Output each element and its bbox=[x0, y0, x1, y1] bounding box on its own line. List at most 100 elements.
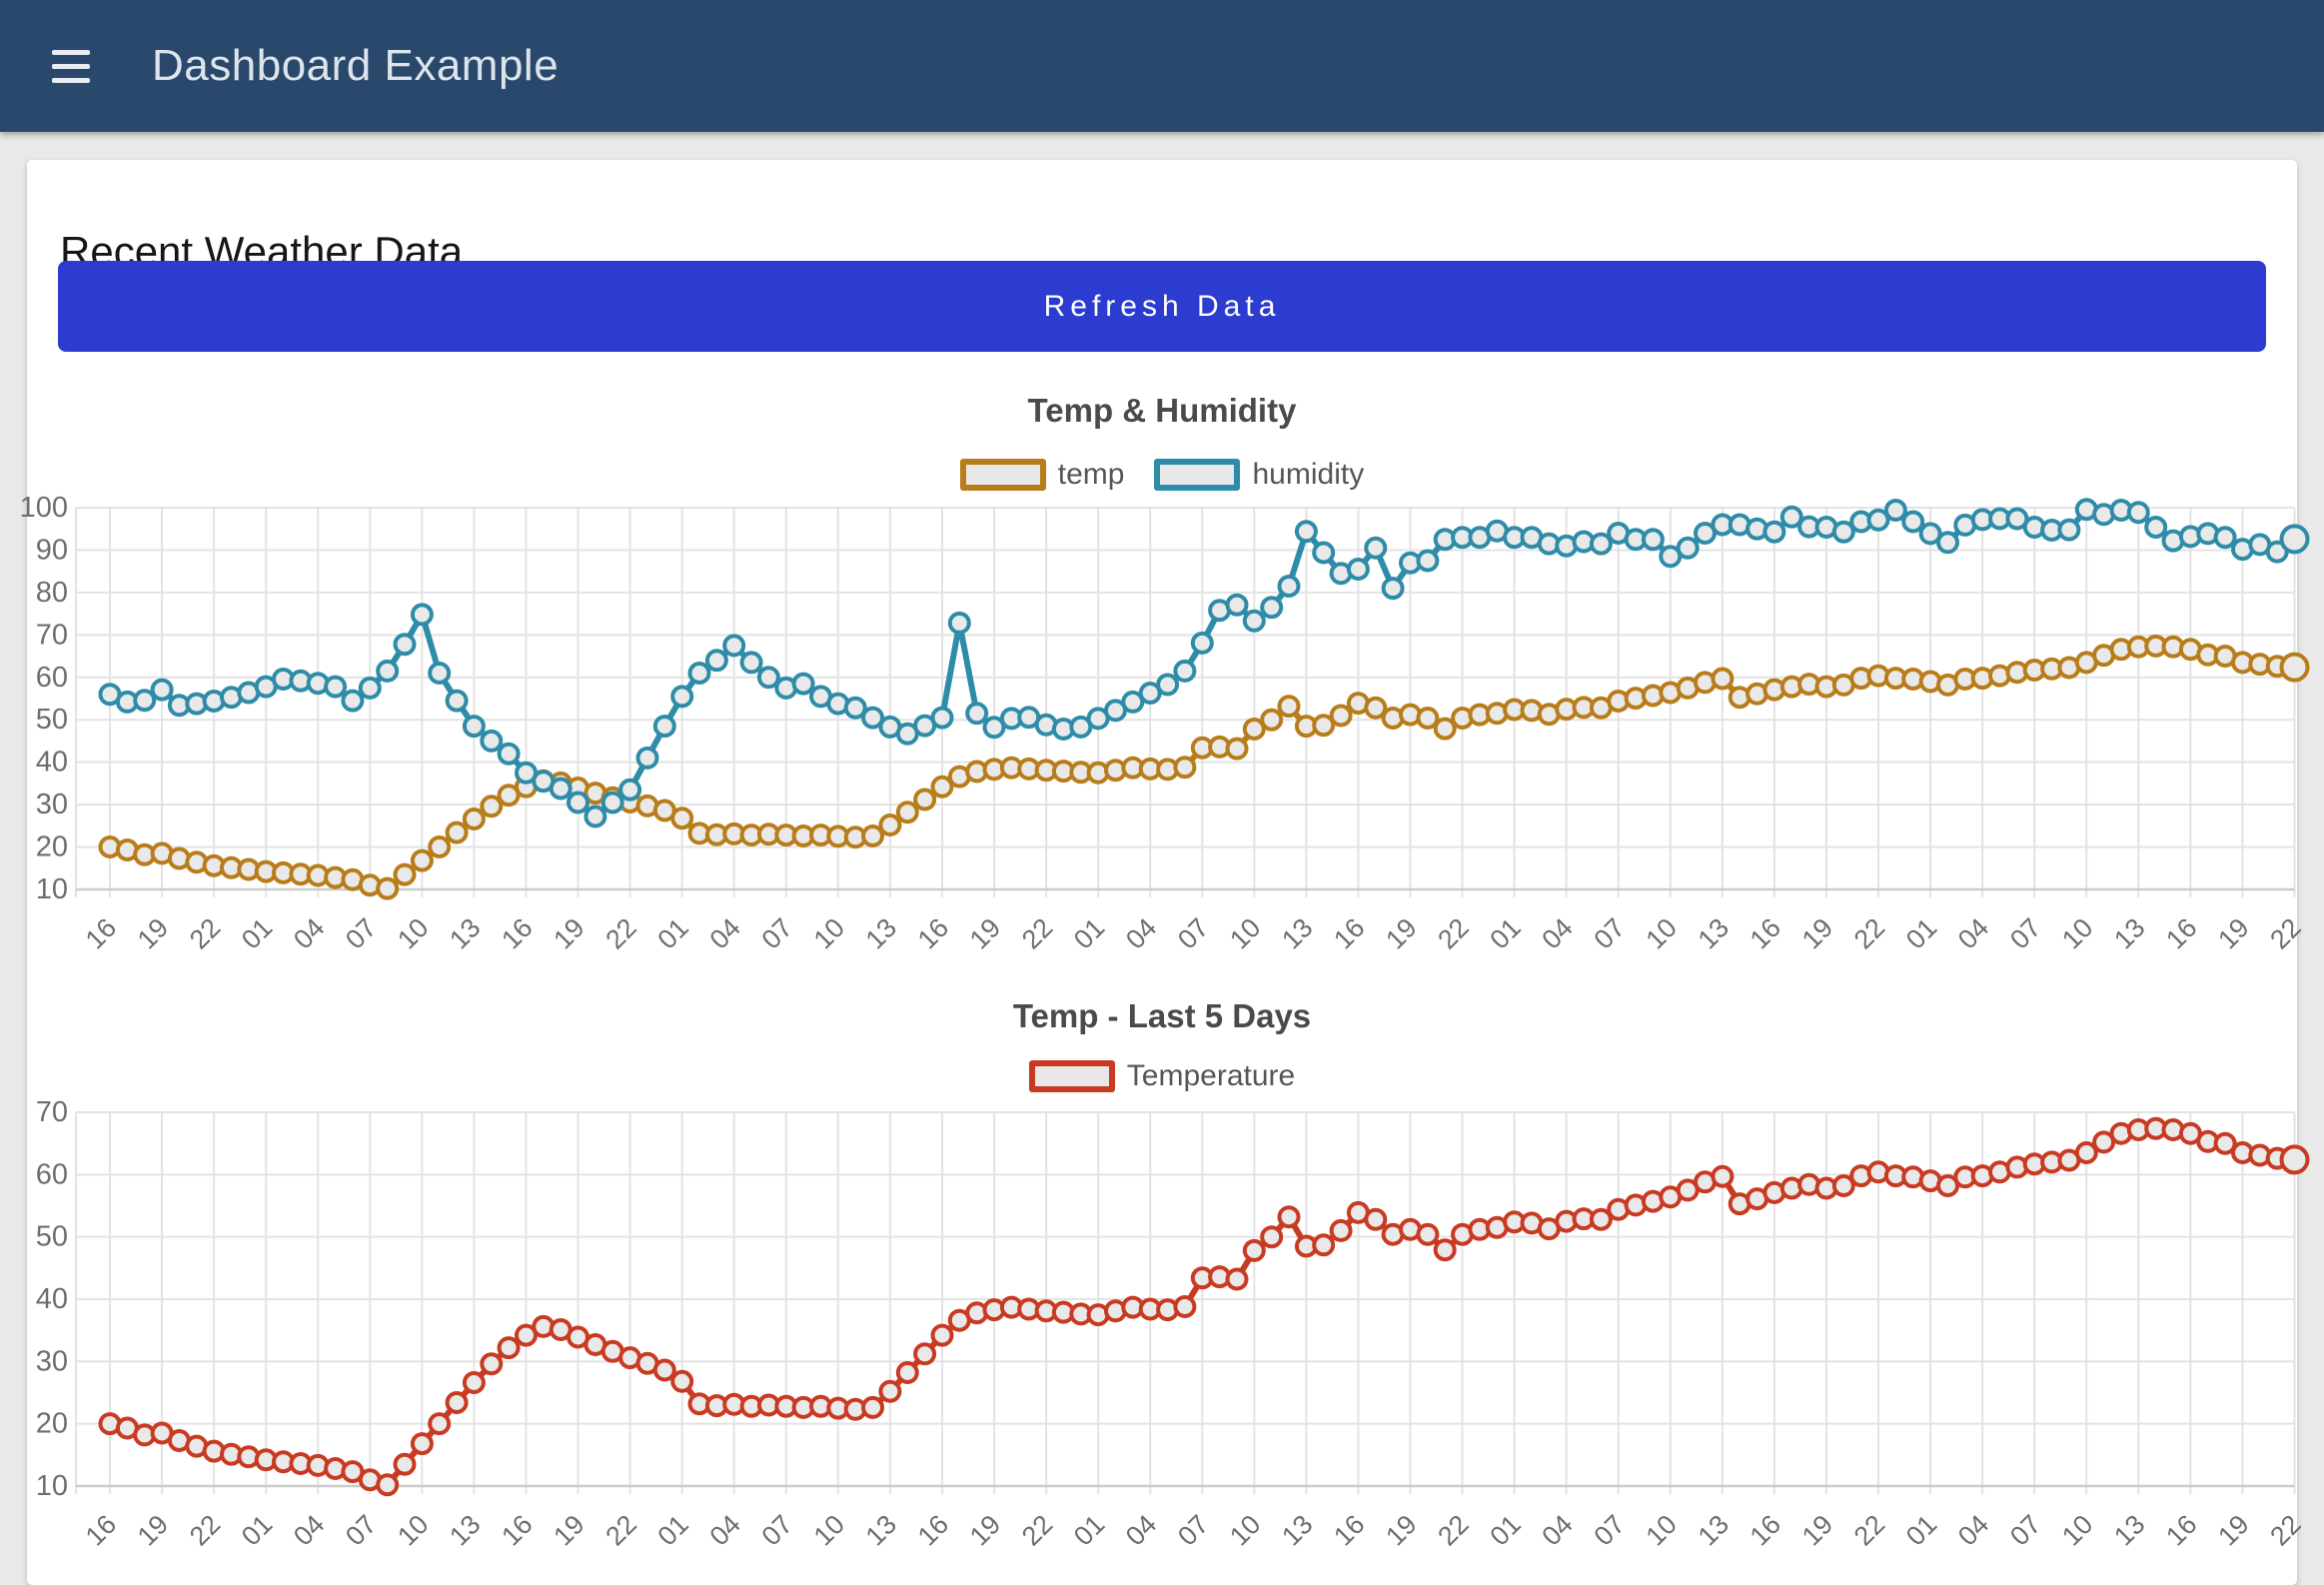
data-point-humidity[interactable] bbox=[497, 742, 521, 766]
data-point-temperature[interactable] bbox=[480, 1352, 504, 1376]
data-point-temperature[interactable] bbox=[913, 1342, 937, 1366]
data-point-temperature[interactable] bbox=[1225, 1267, 1249, 1291]
data-point-temp[interactable] bbox=[2279, 652, 2310, 683]
data-point-temp[interactable] bbox=[670, 806, 694, 830]
data-point-humidity[interactable] bbox=[791, 672, 815, 696]
data-point-temp[interactable] bbox=[1364, 696, 1388, 720]
data-point-temperature[interactable] bbox=[1329, 1218, 1353, 1242]
data-point-humidity[interactable] bbox=[1866, 508, 1890, 532]
data-point-temp[interactable] bbox=[861, 824, 884, 847]
data-point-humidity[interactable] bbox=[1831, 520, 1855, 544]
data-point-temperature[interactable] bbox=[445, 1391, 469, 1414]
data-point-temperature[interactable] bbox=[1416, 1222, 1440, 1246]
data-point-humidity[interactable] bbox=[1312, 541, 1336, 565]
data-point-humidity[interactable] bbox=[843, 696, 867, 720]
data-point-humidity[interactable] bbox=[1364, 536, 1388, 560]
data-point-humidity[interactable] bbox=[150, 678, 174, 702]
data-point-humidity[interactable] bbox=[445, 689, 469, 713]
data-point-temp[interactable] bbox=[1329, 704, 1353, 728]
data-point-humidity[interactable] bbox=[324, 675, 348, 699]
data-point-temp[interactable] bbox=[1711, 667, 1735, 691]
data-point-humidity[interactable] bbox=[1121, 690, 1145, 714]
data-point-temp[interactable] bbox=[1416, 707, 1440, 730]
data-point-humidity[interactable] bbox=[133, 689, 157, 713]
data-point-temperature[interactable] bbox=[2074, 1141, 2098, 1164]
data-point-humidity[interactable] bbox=[1676, 536, 1700, 560]
data-point-temperature[interactable] bbox=[1260, 1225, 1284, 1249]
data-point-temperature[interactable] bbox=[895, 1361, 919, 1384]
data-point-humidity[interactable] bbox=[1641, 528, 1665, 552]
data-point-temp[interactable] bbox=[480, 794, 504, 818]
data-point-humidity[interactable] bbox=[2126, 501, 2150, 525]
data-point-temperature[interactable] bbox=[1312, 1233, 1336, 1257]
data-point-temperature[interactable] bbox=[930, 1323, 954, 1347]
data-point-humidity[interactable] bbox=[635, 746, 659, 770]
data-point-temperature[interactable] bbox=[2092, 1130, 2116, 1154]
data-point-humidity[interactable] bbox=[1225, 593, 1249, 617]
data-point-temp[interactable] bbox=[1312, 714, 1336, 738]
data-point-temperature[interactable] bbox=[1242, 1238, 1266, 1262]
data-point-temperature[interactable] bbox=[462, 1371, 486, 1394]
data-point-humidity[interactable] bbox=[600, 791, 624, 814]
data-point-humidity[interactable] bbox=[1901, 510, 1925, 534]
data-point-humidity[interactable] bbox=[583, 804, 607, 828]
data-point-humidity[interactable] bbox=[1156, 673, 1180, 697]
data-point-humidity[interactable] bbox=[410, 603, 434, 627]
data-point-humidity[interactable] bbox=[1173, 659, 1197, 683]
data-point-temp[interactable] bbox=[1433, 717, 1457, 741]
data-point-humidity[interactable] bbox=[1762, 520, 1786, 544]
data-point-humidity[interactable] bbox=[1138, 682, 1162, 705]
data-point-humidity[interactable] bbox=[1381, 577, 1405, 601]
data-point-humidity[interactable] bbox=[1936, 531, 1959, 555]
data-point-temperature[interactable] bbox=[497, 1336, 521, 1360]
data-point-temperature[interactable] bbox=[2213, 1131, 2237, 1155]
data-point-temperature[interactable] bbox=[2279, 1144, 2310, 1175]
data-point-temp[interactable] bbox=[445, 820, 469, 844]
data-point-humidity[interactable] bbox=[2213, 526, 2237, 550]
data-point-humidity[interactable] bbox=[393, 633, 417, 657]
data-point-humidity[interactable] bbox=[704, 649, 728, 673]
data-point-humidity[interactable] bbox=[1589, 532, 1613, 556]
data-point-temp[interactable] bbox=[1260, 708, 1284, 732]
data-point-humidity[interactable] bbox=[1069, 715, 1093, 739]
data-point-humidity[interactable] bbox=[618, 778, 642, 801]
data-point-humidity[interactable] bbox=[2144, 516, 2168, 539]
data-point-humidity[interactable] bbox=[670, 685, 694, 709]
data-point-humidity[interactable] bbox=[1277, 575, 1301, 598]
data-point-humidity[interactable] bbox=[965, 702, 989, 726]
data-point-humidity[interactable] bbox=[1918, 522, 1942, 546]
data-point-humidity[interactable] bbox=[722, 634, 746, 658]
data-point-humidity[interactable] bbox=[930, 706, 954, 730]
data-point-humidity[interactable] bbox=[982, 716, 1006, 740]
data-point-humidity[interactable] bbox=[1779, 505, 1803, 529]
data-point-temperature[interactable] bbox=[1711, 1164, 1735, 1188]
data-point-humidity[interactable] bbox=[1659, 545, 1683, 569]
data-point-temp[interactable] bbox=[878, 813, 902, 836]
data-point-humidity[interactable] bbox=[2005, 507, 2029, 531]
data-point-temperature[interactable] bbox=[878, 1379, 902, 1403]
data-point-temp[interactable] bbox=[376, 876, 400, 900]
data-point-humidity[interactable] bbox=[376, 659, 400, 683]
data-point-temp[interactable] bbox=[1225, 737, 1249, 761]
data-point-humidity[interactable] bbox=[462, 715, 486, 739]
data-point-humidity[interactable] bbox=[2057, 518, 2081, 542]
menu-icon[interactable] bbox=[52, 49, 90, 83]
data-point-temperature[interactable] bbox=[861, 1395, 884, 1419]
data-point-temperature[interactable] bbox=[393, 1452, 417, 1476]
data-point-temperature[interactable] bbox=[428, 1412, 452, 1436]
data-point-humidity[interactable] bbox=[1242, 609, 1266, 633]
data-point-humidity[interactable] bbox=[1260, 596, 1284, 620]
data-point-temp[interactable] bbox=[895, 800, 919, 824]
data-point-humidity[interactable] bbox=[1294, 520, 1318, 544]
data-point-temp[interactable] bbox=[410, 848, 434, 872]
data-point-humidity[interactable] bbox=[861, 706, 884, 730]
data-point-temperature[interactable] bbox=[670, 1369, 694, 1393]
data-point-humidity[interactable] bbox=[358, 676, 382, 700]
data-point-humidity[interactable] bbox=[1416, 549, 1440, 573]
data-point-temp[interactable] bbox=[497, 784, 521, 807]
data-point-temp[interactable] bbox=[1277, 695, 1301, 719]
data-point-humidity[interactable] bbox=[341, 689, 365, 713]
legend-item-temp[interactable]: temp bbox=[959, 458, 1124, 492]
